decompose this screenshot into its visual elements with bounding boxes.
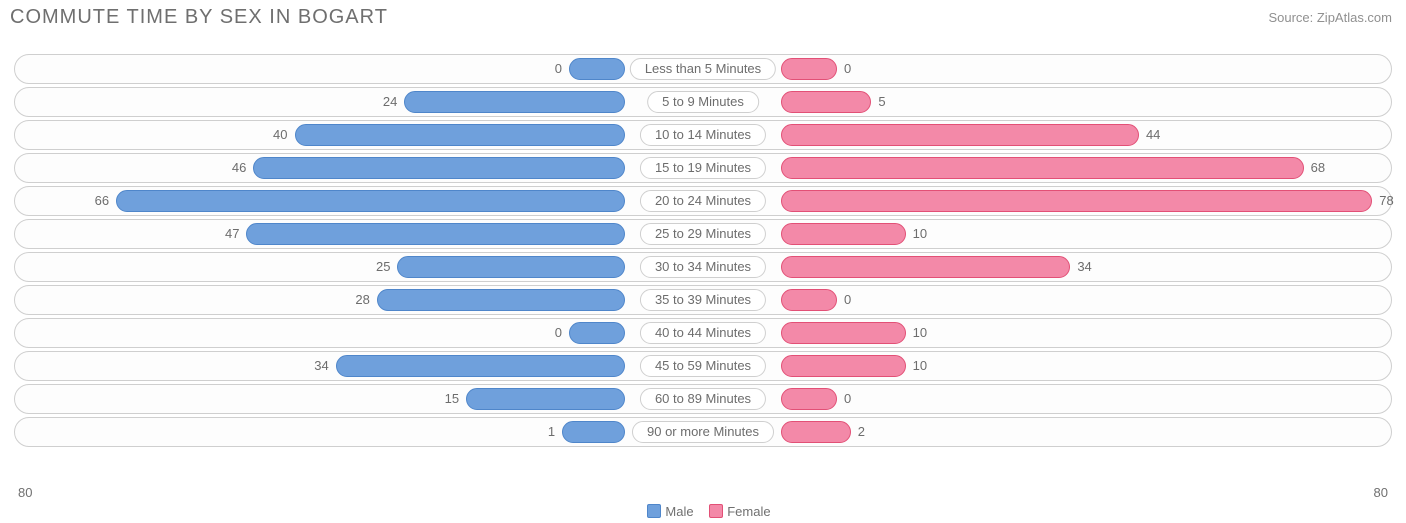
male-bar <box>336 355 625 377</box>
row-label: 20 to 24 Minutes <box>640 190 766 212</box>
data-row: 46 68 15 to 19 Minutes <box>14 153 1392 183</box>
axis-max-right: 80 <box>1374 485 1388 500</box>
row-label: 90 or more Minutes <box>632 421 774 443</box>
row-label: 5 to 9 Minutes <box>647 91 759 113</box>
female-bar <box>781 421 851 443</box>
male-value: 1 <box>548 418 555 446</box>
source-link[interactable]: ZipAtlas.com <box>1317 10 1392 25</box>
female-bar <box>781 322 906 344</box>
data-row: 0 10 40 to 44 Minutes <box>14 318 1392 348</box>
male-bar <box>295 124 626 146</box>
male-bar <box>397 256 625 278</box>
legend: Male Female <box>0 504 1406 519</box>
male-value: 66 <box>95 187 109 215</box>
male-bar <box>253 157 625 179</box>
chart-title: COMMUTE TIME BY SEX IN BOGART <box>10 6 388 29</box>
source-prefix: Source: <box>1268 10 1316 25</box>
data-row: 0 0 Less than 5 Minutes <box>14 54 1392 84</box>
male-bar <box>246 223 625 245</box>
male-bar <box>569 322 625 344</box>
female-bar <box>781 157 1304 179</box>
data-row: 15 0 60 to 89 Minutes <box>14 384 1392 414</box>
data-row: 40 44 10 to 14 Minutes <box>14 120 1392 150</box>
legend-male-label: Male <box>665 504 693 519</box>
female-swatch <box>709 504 723 518</box>
data-row: 34 10 45 to 59 Minutes <box>14 351 1392 381</box>
row-label: 15 to 19 Minutes <box>640 157 766 179</box>
male-value: 24 <box>383 88 397 116</box>
female-bar <box>781 355 906 377</box>
source-attribution: Source: ZipAtlas.com <box>1268 10 1392 25</box>
male-bar <box>404 91 625 113</box>
row-label: 60 to 89 Minutes <box>640 388 766 410</box>
row-label: 35 to 39 Minutes <box>640 289 766 311</box>
female-value: 0 <box>844 55 851 83</box>
data-row: 1 2 90 or more Minutes <box>14 417 1392 447</box>
male-bar <box>569 58 625 80</box>
male-bar <box>466 388 625 410</box>
male-bar <box>562 421 625 443</box>
data-row: 24 5 5 to 9 Minutes <box>14 87 1392 117</box>
female-bar <box>781 289 837 311</box>
female-bar <box>781 223 906 245</box>
female-value: 2 <box>858 418 865 446</box>
axis-max-left: 80 <box>18 485 32 500</box>
male-value: 40 <box>273 121 287 149</box>
male-value: 46 <box>232 154 246 182</box>
male-bar <box>377 289 625 311</box>
male-value: 28 <box>355 286 369 314</box>
male-value: 34 <box>314 352 328 380</box>
legend-female-label: Female <box>727 504 770 519</box>
female-value: 44 <box>1146 121 1160 149</box>
male-swatch <box>647 504 661 518</box>
x-axis: 80 80 <box>14 485 1392 501</box>
male-value: 25 <box>376 253 390 281</box>
data-row: 47 10 25 to 29 Minutes <box>14 219 1392 249</box>
female-value: 78 <box>1379 187 1393 215</box>
male-value: 15 <box>445 385 459 413</box>
row-label: 30 to 34 Minutes <box>640 256 766 278</box>
female-value: 34 <box>1077 253 1091 281</box>
female-bar <box>781 388 837 410</box>
chart-area: 0 0 Less than 5 Minutes 24 5 5 to 9 Minutes 40… <box>14 54 1392 483</box>
row-label: 40 to 44 Minutes <box>640 322 766 344</box>
row-label: Less than 5 Minutes <box>630 58 776 80</box>
female-value: 10 <box>913 352 927 380</box>
row-label: 25 to 29 Minutes <box>640 223 766 245</box>
female-bar <box>781 91 871 113</box>
data-row: 25 34 30 to 34 Minutes <box>14 252 1392 282</box>
male-value: 47 <box>225 220 239 248</box>
data-row: 66 78 20 to 24 Minutes <box>14 186 1392 216</box>
female-value: 5 <box>878 88 885 116</box>
female-value: 0 <box>844 385 851 413</box>
female-bar <box>781 190 1372 212</box>
male-value: 0 <box>555 319 562 347</box>
female-value: 0 <box>844 286 851 314</box>
chart-container: COMMUTE TIME BY SEX IN BOGART Source: Zi… <box>0 0 1406 523</box>
male-bar <box>116 190 625 212</box>
row-label: 45 to 59 Minutes <box>640 355 766 377</box>
female-value: 10 <box>913 319 927 347</box>
female-bar <box>781 124 1139 146</box>
female-bar <box>781 58 837 80</box>
data-row: 28 0 35 to 39 Minutes <box>14 285 1392 315</box>
female-bar <box>781 256 1070 278</box>
female-value: 10 <box>913 220 927 248</box>
female-value: 68 <box>1311 154 1325 182</box>
row-label: 10 to 14 Minutes <box>640 124 766 146</box>
male-value: 0 <box>555 55 562 83</box>
